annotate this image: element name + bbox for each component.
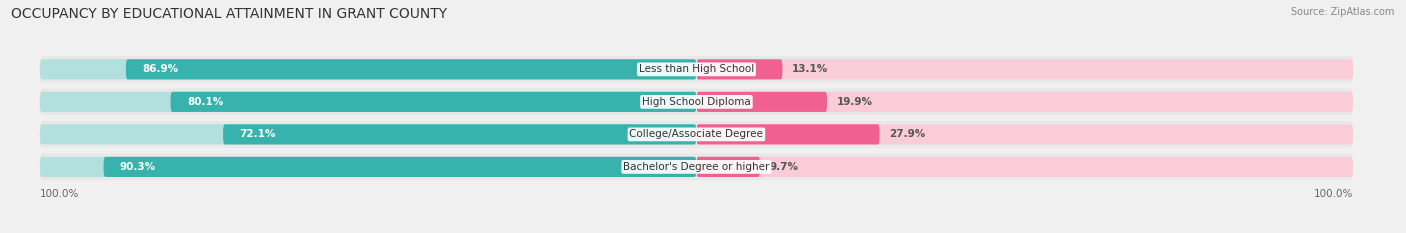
Text: Source: ZipAtlas.com: Source: ZipAtlas.com	[1291, 7, 1395, 17]
FancyBboxPatch shape	[696, 59, 1353, 79]
FancyBboxPatch shape	[39, 56, 1353, 83]
Text: 86.9%: 86.9%	[142, 64, 179, 74]
Text: 13.1%: 13.1%	[793, 64, 828, 74]
FancyBboxPatch shape	[39, 59, 696, 79]
Text: 9.7%: 9.7%	[770, 162, 799, 172]
Text: High School Diploma: High School Diploma	[643, 97, 751, 107]
FancyBboxPatch shape	[696, 92, 1353, 112]
Text: 100.0%: 100.0%	[39, 189, 79, 199]
Text: College/Associate Degree: College/Associate Degree	[630, 129, 763, 139]
Text: 72.1%: 72.1%	[239, 129, 276, 139]
Text: Bachelor's Degree or higher: Bachelor's Degree or higher	[623, 162, 769, 172]
FancyBboxPatch shape	[696, 124, 880, 144]
FancyBboxPatch shape	[696, 124, 1353, 144]
FancyBboxPatch shape	[696, 157, 761, 177]
Text: Less than High School: Less than High School	[638, 64, 754, 74]
FancyBboxPatch shape	[696, 59, 783, 79]
FancyBboxPatch shape	[127, 59, 696, 79]
FancyBboxPatch shape	[39, 154, 1353, 180]
Text: 80.1%: 80.1%	[187, 97, 224, 107]
FancyBboxPatch shape	[39, 121, 1353, 148]
Text: OCCUPANCY BY EDUCATIONAL ATTAINMENT IN GRANT COUNTY: OCCUPANCY BY EDUCATIONAL ATTAINMENT IN G…	[11, 7, 447, 21]
FancyBboxPatch shape	[170, 92, 696, 112]
Text: 100.0%: 100.0%	[1313, 189, 1353, 199]
FancyBboxPatch shape	[224, 124, 696, 144]
FancyBboxPatch shape	[696, 92, 827, 112]
Text: 19.9%: 19.9%	[837, 97, 873, 107]
FancyBboxPatch shape	[39, 92, 696, 112]
FancyBboxPatch shape	[39, 89, 1353, 115]
FancyBboxPatch shape	[696, 157, 1353, 177]
Text: 90.3%: 90.3%	[120, 162, 156, 172]
FancyBboxPatch shape	[39, 157, 696, 177]
FancyBboxPatch shape	[104, 157, 696, 177]
FancyBboxPatch shape	[39, 124, 696, 144]
Text: 27.9%: 27.9%	[890, 129, 925, 139]
